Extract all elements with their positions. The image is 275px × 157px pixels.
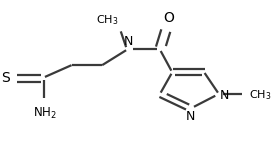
Text: N: N [185, 110, 195, 123]
Text: N: N [124, 35, 133, 48]
Text: CH$_3$: CH$_3$ [96, 14, 118, 27]
Text: O: O [163, 11, 174, 25]
Text: S: S [2, 71, 10, 86]
Text: N: N [219, 89, 229, 102]
Text: NH$_2$: NH$_2$ [33, 106, 57, 121]
Text: CH$_3$: CH$_3$ [249, 88, 271, 102]
